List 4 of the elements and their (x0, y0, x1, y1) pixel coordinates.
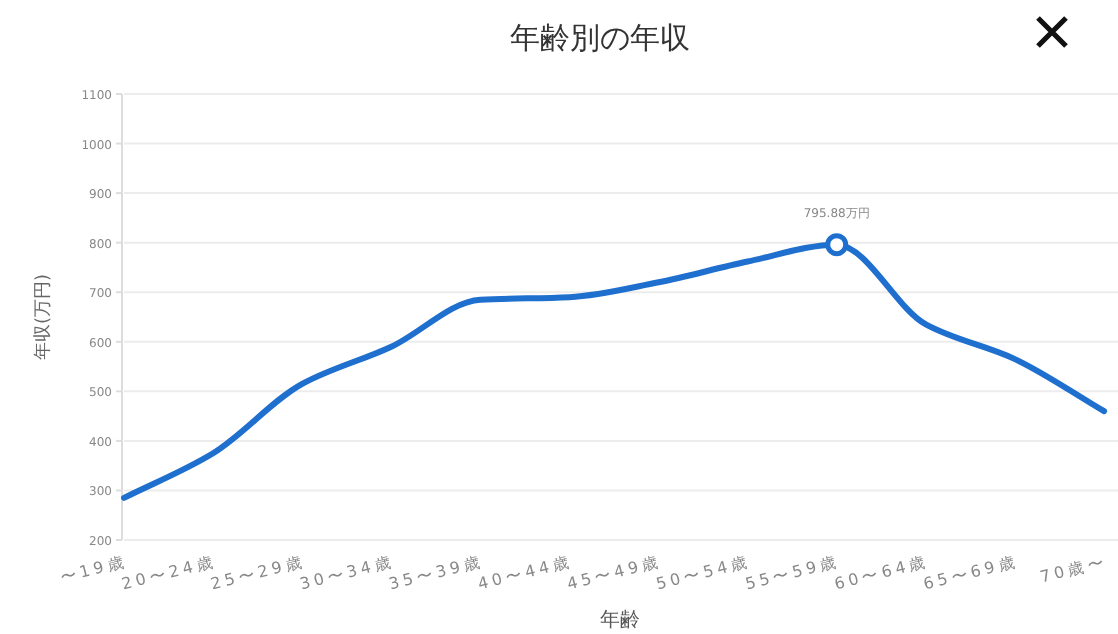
x-axis-title: 年齢 (600, 608, 640, 632)
x-tick-label: 70歳〜 (1038, 552, 1109, 587)
chart-title: 年齢別の年収 (510, 20, 690, 56)
y-axis-title: 年収(万円) (32, 273, 54, 361)
